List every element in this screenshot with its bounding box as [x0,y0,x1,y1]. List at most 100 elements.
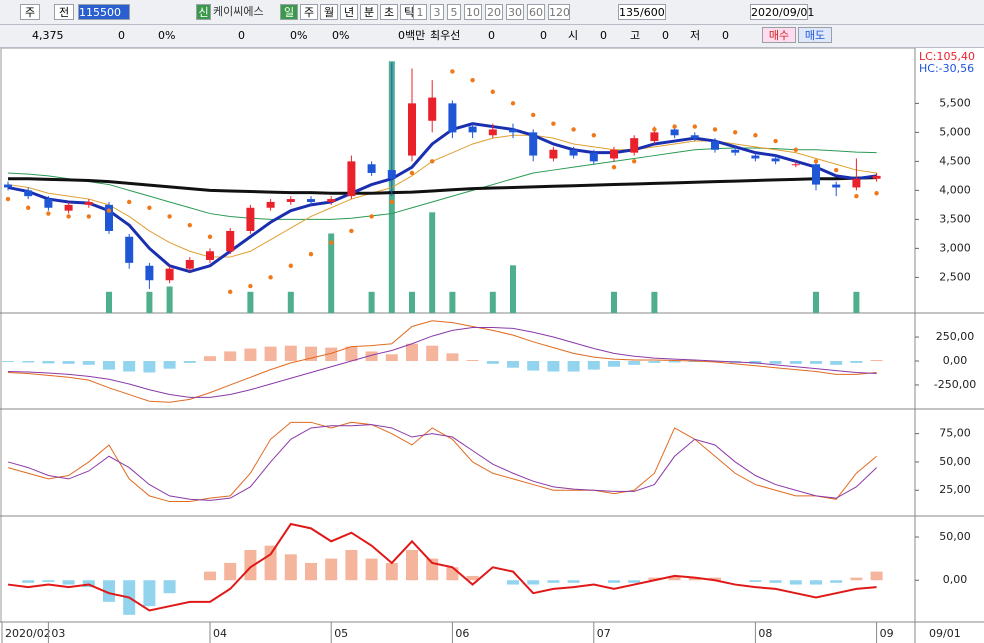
histogram-bar [769,361,782,364]
histogram-bar [850,577,863,581]
sar-dot [409,170,415,176]
y-tick-label: 3,500 [939,212,971,225]
interval[interactable]: 5 [447,4,461,20]
histogram-bar [325,347,338,361]
histogram-bar [244,348,257,361]
x-end-label: 09/01 [929,627,961,640]
sar-dot [167,214,172,219]
histogram-bar [446,567,459,581]
market[interactable]: 주 [20,4,40,20]
histogram-bar [42,580,55,582]
histogram-bar [62,580,75,585]
histogram-bar [668,361,681,363]
sar-dot [551,121,556,126]
candle-body [246,207,255,231]
interval[interactable]: 20 [485,4,503,20]
y-tick-label: 2,500 [939,270,971,283]
x-tick-label: 06 [455,627,469,640]
sell-button[interactable]: 매도 [798,27,832,43]
y-tick-label: 0,00 [943,573,968,586]
histogram-bar [264,545,277,581]
candle-body [832,184,841,188]
histogram-bar [123,361,136,372]
sar-dot [712,127,718,132]
candle-body [610,149,618,159]
volume-bar [106,291,112,313]
histogram-bar [789,361,802,364]
histogram-bar [224,351,237,361]
interval[interactable]: 1 [413,4,427,20]
sar-dot [46,211,51,216]
candle-body [327,199,336,202]
count[interactable]: 135/600 [618,4,666,20]
sar-dot [187,222,192,228]
sar-dot [834,167,839,173]
interval[interactable]: 120 [548,4,570,20]
histogram-bar [244,549,257,581]
candle-body [690,135,699,139]
period[interactable]: 분 [360,4,378,20]
ma-line [7,320,877,403]
candle-body [105,204,113,231]
histogram-bar [385,562,398,581]
sar-dot [793,147,798,152]
histogram-bar [830,580,843,583]
code-input[interactable]: 115500 [78,4,130,20]
candle-body [650,132,659,142]
buy-button[interactable]: 매수 [762,27,796,43]
candle-body [266,201,275,208]
info-value: 0% [290,29,308,42]
histogram-bar [507,361,519,368]
volume-bar [409,291,415,313]
candle-body [24,190,33,197]
info-value: 0% [158,29,176,42]
candle-body [852,178,861,188]
period[interactable]: 주 [300,4,318,20]
y-tick-label: 75,00 [939,427,971,440]
histogram-bar [406,343,418,361]
histogram-bar [204,356,216,361]
histogram-bar [204,571,216,581]
histogram-bar [870,571,883,581]
info-value: 최우선 [430,29,461,42]
candle-body [630,138,639,153]
volume-bar [813,291,819,313]
candle-body [791,164,800,166]
period[interactable]: 일 [280,4,298,20]
histogram-bar [486,361,499,364]
sar-dot [127,199,132,205]
histogram-bar [2,361,14,362]
interval[interactable]: 30 [506,4,524,20]
y-tick-label: 4,000 [939,183,971,196]
sar-dot [106,208,112,213]
sar-dot [5,196,11,202]
histogram-bar [466,575,479,581]
histogram-bar [547,580,560,583]
date[interactable]: 2020/09/01 [750,4,815,20]
interval[interactable]: 10 [464,4,482,20]
sar-dot [531,112,536,118]
sar-dot [632,159,637,164]
histogram-bar [22,580,35,583]
y-tick-label: 4,500 [939,154,971,167]
interval[interactable]: 3 [430,4,444,20]
x-tick-label: 08 [758,627,772,640]
sar-dot [268,275,273,280]
new-badge: 신 [196,4,211,20]
histogram-bar [709,577,721,581]
volume-bar [328,233,335,313]
prev[interactable]: 전 [54,4,74,20]
period[interactable]: 초 [380,4,398,20]
sar-dot [248,283,253,289]
info-value: 0 [540,29,547,42]
info-value: 0백만 [398,29,426,42]
sar-dot [207,234,213,239]
interval[interactable]: 60 [527,4,545,20]
sar-dot [874,191,879,196]
candle-body [428,97,437,121]
chart: 2,500 3,000 3,500 4,000 4,500 5,000 5,500 LC:10… [0,48,984,643]
period[interactable]: 년 [340,4,358,20]
sar-dot [147,205,152,210]
period[interactable]: 월 [320,4,338,20]
